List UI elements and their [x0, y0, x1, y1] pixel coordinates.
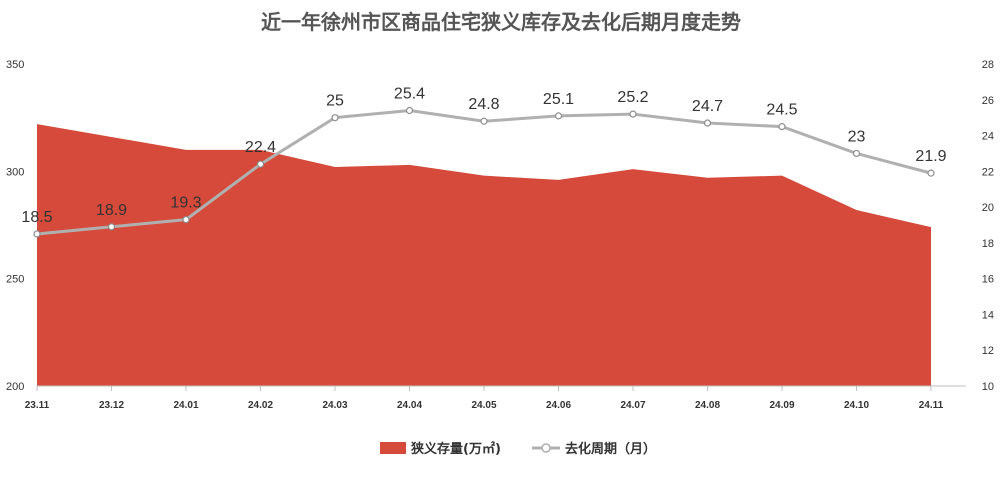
y-left-tick-label: 350 [6, 59, 24, 71]
x-tick-label: 23.12 [99, 400, 124, 411]
data-label-cycle: 25.4 [394, 86, 425, 103]
x-tick-label: 24.09 [769, 400, 794, 411]
chart-title: 近一年徐州市区商品住宅狭义库存及去化后期月度走势 [261, 10, 741, 34]
legend-marker-cycle [541, 443, 551, 453]
y-right-tick-label: 12 [982, 345, 994, 357]
line-point-cycle [33, 230, 41, 238]
y-right-tick-label: 10 [982, 381, 994, 393]
x-tick-label: 24.04 [397, 400, 422, 411]
line-point-cycle [703, 119, 712, 127]
line-point-cycle [480, 117, 488, 125]
line-point-cycle [182, 216, 190, 224]
line-point-cycle [331, 114, 339, 122]
data-label-cycle: 21.9 [915, 148, 946, 165]
x-tick-label: 24.08 [695, 400, 720, 411]
y-right-tick-label: 22 [982, 166, 994, 178]
y-right-tick-label: 16 [982, 274, 994, 286]
line-point-cycle [405, 106, 414, 115]
y-right-tick-label: 26 [982, 95, 994, 107]
y-right-tick-label: 28 [982, 59, 994, 71]
line-point-cycle [778, 123, 786, 131]
legend: 狭义存量(万㎡) 去化周期（月） [380, 441, 656, 457]
data-label-cycle: 18.5 [21, 209, 52, 226]
x-tick-label: 23.11 [25, 400, 50, 411]
data-label-cycle: 19.3 [170, 195, 201, 212]
data-label-cycle: 22.4 [245, 139, 276, 156]
y-right-tick-label: 24 [982, 131, 994, 143]
x-tick-label: 24.11 [919, 400, 944, 411]
data-label-cycle: 24.5 [766, 102, 797, 119]
line-point-cycle [629, 110, 637, 118]
x-tick-label: 24.03 [322, 400, 347, 411]
legend-swatch-stock [380, 442, 406, 454]
y-right-tick-label: 14 [982, 309, 994, 321]
x-tick-label: 24.05 [471, 400, 496, 411]
line-point-cycle [107, 223, 116, 231]
data-label-cycle: 24.7 [692, 98, 723, 115]
legend-label-cycle: 去化周期（月） [565, 441, 656, 457]
area-layer [37, 124, 931, 387]
y-left-tick-label: 300 [6, 166, 24, 178]
x-tick-label: 24.01 [173, 400, 198, 411]
y-left-tick-label: 250 [6, 274, 24, 286]
x-tick-label: 24.07 [620, 400, 645, 411]
x-tick-label: 24.06 [546, 400, 571, 411]
line-point-cycle [554, 112, 563, 120]
legend-label-stock: 狭义存量(万㎡) [410, 441, 501, 457]
data-label-cycle: 25.1 [543, 91, 574, 108]
data-labels-layer: 18.5 18.9 19.3 22.4 25 25.4 24.8 25.1 25.2 24.7 24… [21, 86, 946, 226]
x-tick-label: 24.02 [248, 400, 273, 411]
y-right-tick-label: 20 [982, 202, 994, 214]
data-label-cycle: 25.2 [617, 89, 648, 106]
x-tick-label: 24.10 [844, 400, 869, 411]
y-right-tick-label: 18 [982, 238, 994, 250]
data-label-cycle: 23 [848, 128, 866, 145]
y-left-tick-label: 200 [6, 381, 24, 393]
data-label-cycle: 24.8 [468, 96, 499, 113]
area-series-stock [37, 124, 931, 387]
data-label-cycle: 25 [326, 93, 344, 110]
line-point-cycle [927, 169, 935, 177]
axes-layer: 23.11 23.12 24.01 24.02 24.03 24.04 24.05 24.06… [6, 59, 994, 411]
line-point-cycle [256, 160, 265, 168]
line-point-cycle [852, 149, 861, 158]
data-label-cycle: 18.9 [96, 202, 127, 219]
line-layer [33, 106, 935, 238]
